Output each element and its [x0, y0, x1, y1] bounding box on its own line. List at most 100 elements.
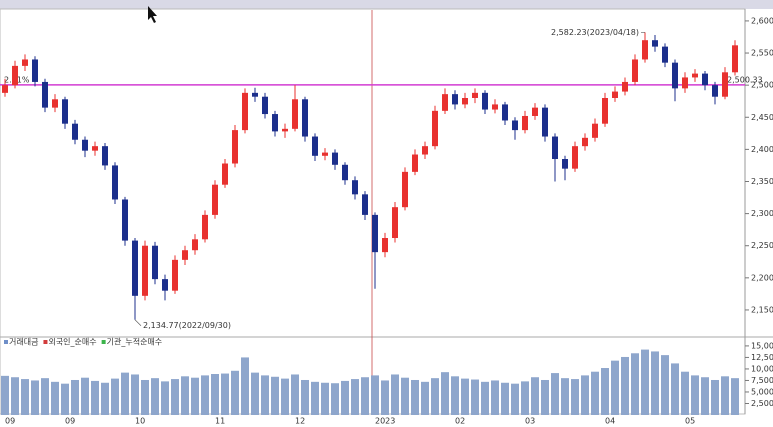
top-bar: [0, 0, 773, 9]
legend-label: 기관_누적순매수: [107, 337, 163, 347]
volume-bar: [151, 378, 159, 415]
candle-body: [612, 91, 618, 98]
candle-body: [482, 92, 488, 110]
legend-swatch: [4, 340, 8, 344]
candle-body: [552, 136, 558, 160]
volume-bar: [231, 370, 239, 415]
volume-bar: [541, 379, 549, 415]
volume-bar: [211, 374, 219, 415]
candle-body: [452, 94, 458, 105]
candle-body: [262, 96, 268, 115]
candle-body: [292, 99, 298, 129]
candle-body: [272, 114, 278, 132]
candle-body: [312, 136, 318, 156]
volume-bar: [301, 379, 309, 415]
candle-body: [212, 184, 218, 215]
volume-bar: [591, 371, 599, 415]
volume-bar: [391, 374, 399, 415]
volume-bar: [381, 380, 389, 415]
volume-bar: [241, 357, 249, 415]
volume-bar: [371, 375, 379, 415]
candle-body: [572, 146, 578, 169]
candle-body: [22, 59, 28, 66]
volume-bar: [531, 377, 539, 415]
candle-body: [692, 73, 698, 78]
volume-bar: [341, 380, 349, 415]
candle-body: [152, 245, 158, 280]
reference-right-label: 2,500.33: [727, 75, 763, 84]
legend-swatch: [43, 340, 48, 344]
y-tick-label: 2,450: [751, 113, 773, 122]
candle-body: [222, 163, 228, 185]
volume-bar: [191, 377, 199, 415]
candle-body: [252, 92, 258, 97]
candle-body: [2, 85, 8, 93]
volume-bar: [441, 372, 449, 415]
candle-body: [32, 59, 38, 82]
legend-swatch: [101, 340, 106, 344]
volume-bar: [601, 368, 609, 415]
volume-bar: [141, 379, 149, 415]
volume-bar: [611, 360, 619, 415]
candle-body: [92, 146, 98, 151]
candle-body: [592, 123, 598, 138]
volume-bar: [181, 376, 189, 415]
candle-body: [302, 99, 308, 137]
volume-bar: [81, 377, 89, 415]
x-tick-label: 02: [455, 417, 465, 426]
candle-body: [62, 99, 68, 124]
volume-bar: [221, 373, 229, 415]
mouse-cursor: [148, 6, 157, 23]
volume-bar: [481, 381, 489, 415]
volume-tick-label: 5,000: [751, 387, 773, 396]
volume-bar: [571, 379, 579, 415]
candle-body: [52, 99, 58, 108]
candle-body: [472, 92, 478, 98]
volume-tick-label: 12,500: [751, 353, 773, 362]
x-tick-label: 09: [5, 417, 15, 426]
candle-body: [342, 164, 348, 181]
volume-bar: [451, 376, 459, 415]
volume-bar: [461, 378, 469, 415]
candle-body: [642, 40, 648, 60]
volume-bar: [201, 375, 209, 415]
candle-body: [382, 238, 388, 253]
volume-bar: [521, 381, 529, 415]
candle-body: [412, 154, 418, 172]
volume-bar: [361, 377, 369, 415]
candle-body: [462, 97, 468, 105]
y-tick-label: 2,550: [751, 49, 773, 58]
volume-bar: [581, 375, 589, 415]
volume-bar: [641, 349, 649, 415]
volume-bar: [671, 363, 679, 415]
candle-body: [72, 123, 78, 140]
x-tick-label: 10: [135, 417, 145, 426]
candle-body: [172, 259, 178, 291]
volume-bar: [501, 382, 509, 415]
candle-body: [632, 59, 638, 82]
candle-body: [42, 81, 48, 108]
volume-bar: [401, 377, 409, 415]
volume-bar: [491, 380, 499, 415]
candle-body: [422, 146, 428, 155]
candle-body: [242, 92, 248, 131]
volume-bar: [551, 373, 559, 415]
volume-bar: [1, 375, 9, 415]
volume-bar: [31, 380, 39, 415]
volume-bar: [711, 379, 719, 415]
volume-bar: [51, 381, 59, 415]
candle-body: [202, 214, 208, 240]
legend-label: 거래대금: [9, 338, 38, 347]
volume-bar: [681, 371, 689, 415]
volume-bar: [101, 382, 109, 415]
volume-tick-label: 2,500: [751, 399, 773, 408]
y-tick-label: 2,300: [751, 209, 773, 218]
candle-body: [402, 171, 408, 208]
candle-body: [682, 77, 688, 89]
candle-body: [622, 81, 628, 92]
candle-body: [282, 128, 288, 132]
volume-bar: [631, 353, 639, 415]
legend-label: 외국인_순매수: [48, 337, 96, 347]
x-tick-label: 2023: [375, 417, 395, 426]
